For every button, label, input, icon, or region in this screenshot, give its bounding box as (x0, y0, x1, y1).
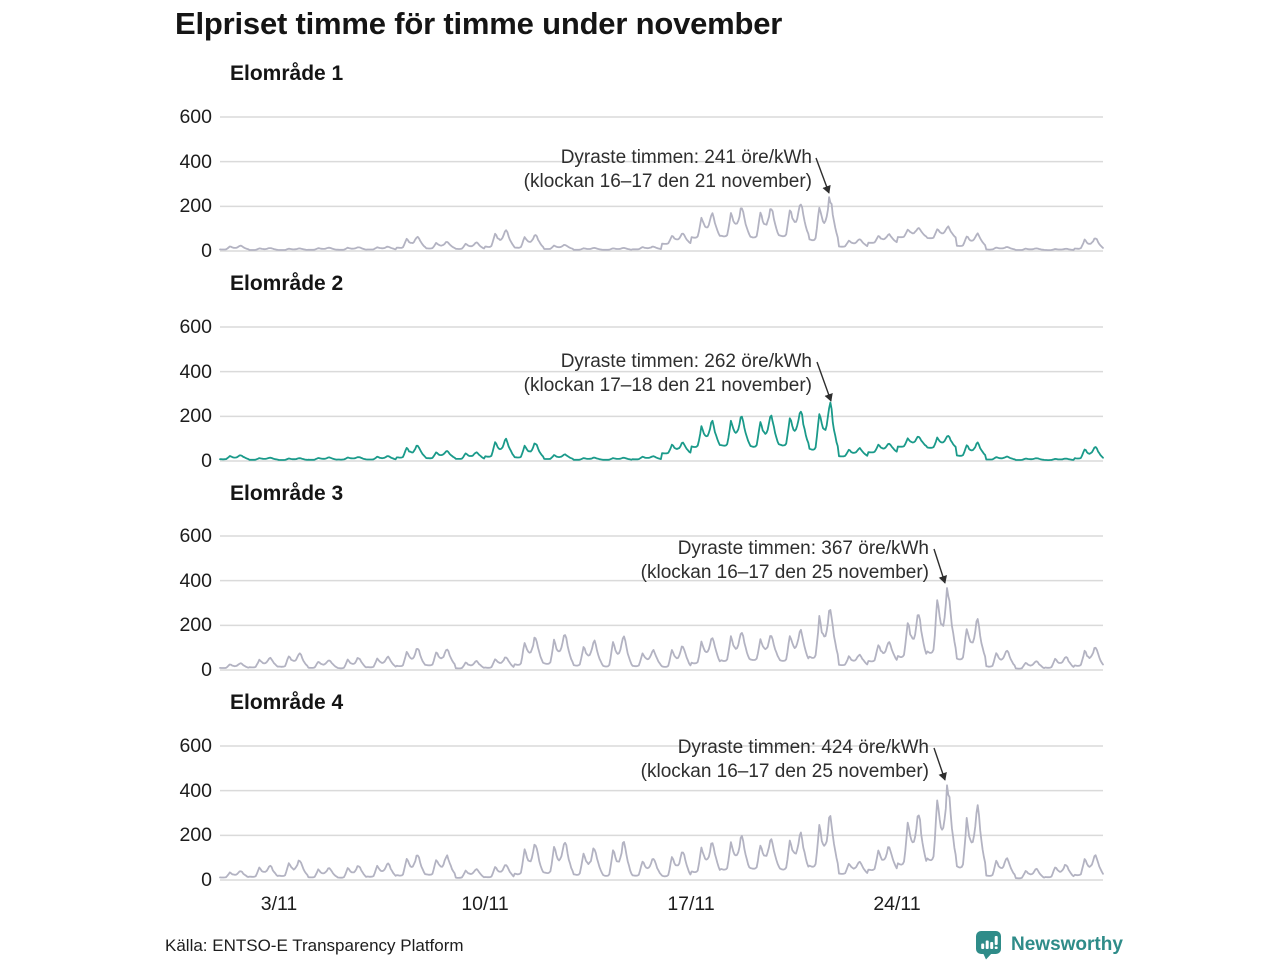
y-tick-label: 400 (179, 569, 212, 592)
x-tick-label: 17/11 (667, 893, 715, 915)
y-tick-label: 200 (179, 824, 212, 847)
price-line (219, 401, 1104, 462)
y-tick-label: 200 (179, 614, 212, 637)
price-line (219, 784, 1104, 880)
max-price-annotation-4: Dyraste timmen: 424 öre/kWh (klockan 16–1… (459, 736, 929, 784)
annotation-line2: (klockan 16–17 den 21 november) (523, 171, 812, 192)
y-tick-label: 400 (179, 360, 212, 383)
annotation-line2: (klockan 16–17 den 25 november) (640, 761, 929, 782)
y-tick-label: 600 (179, 316, 212, 338)
annotation-line2: (klockan 16–17 den 25 november) (640, 562, 929, 583)
x-tick-label: 10/11 (461, 893, 509, 915)
y-tick-label: 600 (179, 735, 212, 757)
x-tick-label: 3/11 (260, 893, 298, 915)
line-chart-2 (219, 326, 1104, 462)
subplot-title-2: Elområde 2 (230, 272, 344, 295)
annotation-line2: (klockan 17–18 den 21 november) (523, 375, 812, 396)
line-chart-4 (219, 745, 1104, 881)
page-title: Elpriset timme för timme under november (175, 6, 783, 41)
subplot-title-4: Elområde 4 (230, 691, 344, 714)
price-line (219, 196, 1104, 252)
y-tick-label: 0 (201, 869, 212, 891)
x-tick-label: 24/11 (873, 893, 921, 915)
y-tick-label: 200 (179, 195, 212, 218)
max-price-annotation-1: Dyraste timmen: 241 öre/kWh (klockan 16–1… (342, 146, 812, 194)
y-tick-label: 0 (201, 240, 212, 262)
y-tick-label: 400 (179, 779, 212, 802)
newsworthy-logo-icon (976, 931, 1001, 960)
brand-lockup: Newsworthy (975, 930, 1123, 960)
y-tick-label: 0 (201, 450, 212, 472)
annotation-line1: Dyraste timmen: 262 öre/kWh (560, 351, 812, 372)
source-text: Källa: ENTSO-E Transparency Platform (165, 936, 464, 955)
subplot-title-1: Elområde 1 (230, 62, 344, 85)
y-tick-label: 600 (179, 525, 212, 547)
y-tick-label: 400 (179, 150, 212, 173)
price-line (219, 587, 1104, 670)
y-tick-label: 200 (179, 405, 212, 428)
subplot-title-3: Elområde 3 (230, 482, 344, 505)
annotation-line1: Dyraste timmen: 241 öre/kWh (560, 147, 812, 168)
max-price-annotation-3: Dyraste timmen: 367 öre/kWh (klockan 16–1… (459, 537, 929, 585)
y-tick-label: 600 (179, 106, 212, 128)
annotation-line1: Dyraste timmen: 424 öre/kWh (677, 737, 929, 758)
line-chart-1 (219, 116, 1104, 252)
line-chart-3 (219, 535, 1104, 671)
brand-name: Newsworthy (1011, 934, 1123, 955)
y-tick-label: 0 (201, 659, 212, 681)
annotation-line1: Dyraste timmen: 367 öre/kWh (677, 538, 929, 559)
max-price-annotation-2: Dyraste timmen: 262 öre/kWh (klockan 17–1… (342, 350, 812, 398)
